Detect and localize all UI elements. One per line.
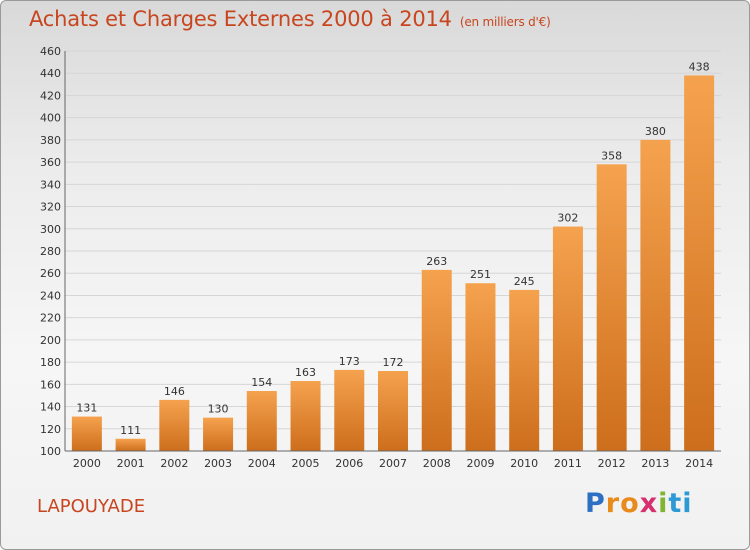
bar [246, 391, 277, 451]
data-label: 131 [76, 402, 97, 415]
logo-letter: ti [668, 488, 693, 519]
bar [421, 269, 452, 451]
x-tick-label: 2010 [510, 457, 538, 470]
y-tick-label: 360 [40, 156, 61, 169]
x-tick-label: 2005 [292, 457, 320, 470]
x-tick-label: 2006 [335, 457, 363, 470]
y-tick-label: 240 [40, 289, 61, 302]
data-label: 251 [470, 268, 491, 281]
chart-title-unit: (en milliers d'€) [459, 15, 551, 29]
bar [640, 139, 671, 451]
bar [596, 164, 627, 452]
commune-name: LAPOUYADE [37, 496, 146, 517]
data-label: 173 [339, 355, 360, 368]
logo-letter: x [639, 488, 659, 519]
bar [509, 289, 540, 451]
x-tick-label: 2009 [466, 457, 494, 470]
data-labels: 131 111 146 130 154 163 173 172 263 251 245 302 358 3… [76, 60, 709, 436]
y-tick-label: 400 [40, 112, 61, 125]
x-tick-label: 2007 [379, 457, 407, 470]
data-label: 358 [601, 149, 622, 162]
x-axis-ticks: 2000 2001 2002 2003 2004 2005 2006 2007 2008 2009… [73, 457, 713, 470]
y-tick-label: 140 [40, 401, 61, 414]
data-label: 146 [164, 385, 185, 398]
chart-title-text: Achats et Charges Externes 2000 à 2014 [29, 7, 452, 31]
y-tick-label: 440 [40, 67, 61, 80]
y-tick-label: 200 [40, 334, 61, 347]
bar [684, 75, 715, 451]
y-tick-label: 380 [40, 134, 61, 147]
logo-letter: o [620, 488, 640, 519]
y-tick-label: 260 [40, 267, 61, 280]
y-tick-label: 420 [40, 89, 61, 102]
y-axis-ticks: 100 120 140 160 180 200 220 240 260 280 300 320 340 3… [40, 45, 61, 458]
y-tick-label: 220 [40, 312, 61, 325]
y-tick-label: 160 [40, 378, 61, 391]
logo-letter: P [585, 488, 606, 519]
y-tick-label: 300 [40, 223, 61, 236]
y-tick-label: 100 [40, 445, 61, 458]
y-tick-label: 320 [40, 201, 61, 214]
x-tick-label: 2004 [248, 457, 276, 470]
data-label: 438 [689, 60, 710, 73]
proxiti-logo: Proxiti [585, 488, 693, 519]
bar [159, 399, 190, 451]
chart-title: Achats et Charges Externes 2000 à 2014 (e… [29, 7, 551, 31]
data-label: 302 [557, 212, 578, 225]
data-label: 245 [514, 275, 535, 288]
x-tick-label: 2002 [160, 457, 188, 470]
bar [334, 369, 365, 451]
bar [115, 438, 146, 451]
data-label: 263 [426, 255, 447, 268]
y-tick-label: 120 [40, 423, 61, 436]
data-label: 380 [645, 125, 666, 138]
x-tick-label: 2011 [554, 457, 582, 470]
bar [71, 416, 102, 451]
x-tick-label: 2000 [73, 457, 101, 470]
bar [290, 381, 321, 451]
x-tick-label: 2013 [641, 457, 669, 470]
logo-letter: i [658, 488, 669, 519]
x-tick-label: 2003 [204, 457, 232, 470]
y-tick-label: 460 [40, 45, 61, 58]
x-tick-label: 2008 [423, 457, 451, 470]
bar [465, 283, 496, 451]
y-tick-label: 340 [40, 178, 61, 191]
bars [71, 75, 715, 452]
x-tick-label: 2001 [117, 457, 145, 470]
x-tick-label: 2014 [685, 457, 713, 470]
data-label: 163 [295, 366, 316, 379]
data-label: 154 [251, 376, 272, 389]
bar [552, 226, 583, 451]
data-label: 130 [208, 403, 229, 416]
logo-letter: r [605, 488, 621, 519]
data-label: 111 [120, 424, 141, 437]
bar [378, 371, 408, 451]
data-label: 172 [383, 356, 404, 369]
y-tick-label: 180 [40, 356, 61, 369]
x-tick-label: 2012 [598, 457, 626, 470]
y-tick-label: 280 [40, 245, 61, 258]
bar [203, 417, 234, 451]
axes [64, 51, 721, 452]
